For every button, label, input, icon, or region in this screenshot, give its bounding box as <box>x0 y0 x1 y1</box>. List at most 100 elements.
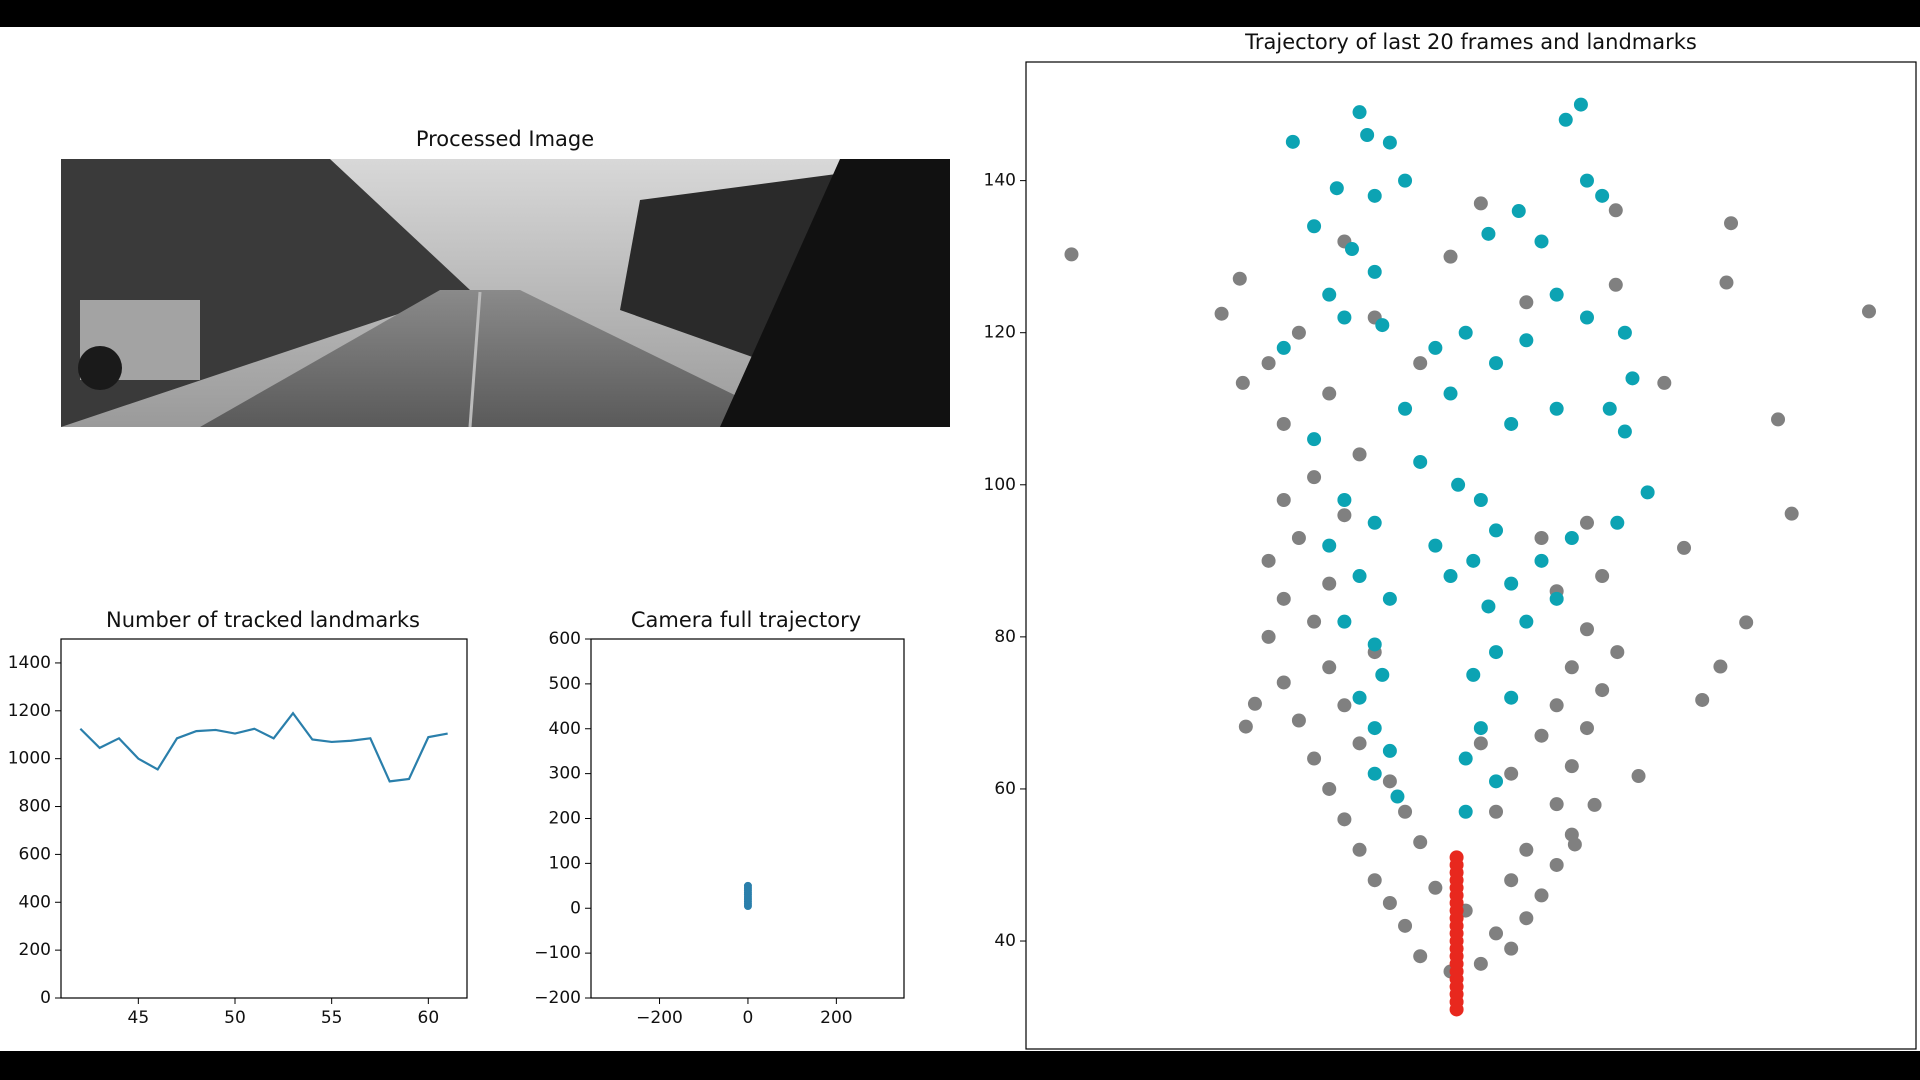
scatter-point <box>1375 318 1390 333</box>
y-tick-label: 400 <box>549 719 581 739</box>
plot-area <box>591 639 904 998</box>
scatter-point <box>1367 766 1382 781</box>
y-tick-label: 500 <box>549 674 581 694</box>
scatter-point <box>1640 485 1655 500</box>
y-tick-label: 1400 <box>8 653 51 673</box>
scatter-point <box>1398 918 1413 933</box>
scatter-point <box>1352 447 1367 462</box>
scatter-point <box>1322 660 1337 675</box>
scatter-point <box>1695 692 1710 707</box>
scatter-point <box>1473 196 1488 211</box>
scatter-point <box>1579 310 1594 325</box>
scatter-point <box>1489 774 1504 789</box>
scatter-point <box>1261 629 1276 644</box>
scatter-point <box>1504 873 1519 888</box>
scatter-point <box>1291 325 1306 340</box>
x-tick-label: 55 <box>321 1008 343 1028</box>
scatter-point <box>1564 759 1579 774</box>
image-title: Processed Image <box>416 127 594 151</box>
scatter-point <box>1322 287 1337 302</box>
scatter-point <box>1549 287 1564 302</box>
scatter-point <box>1390 789 1405 804</box>
scatter-point <box>1307 751 1322 766</box>
y-tick-label: 0 <box>40 988 51 1008</box>
scatter-point <box>1337 698 1352 713</box>
scatter-point <box>1443 386 1458 401</box>
scatter-point <box>1428 340 1443 355</box>
y-tick-label: 0 <box>570 898 581 918</box>
scatter-point <box>1657 375 1672 390</box>
scatter-point <box>1291 531 1306 546</box>
scatter-point <box>1398 804 1413 819</box>
scatter-point <box>1739 615 1754 630</box>
scatter-point <box>1322 386 1337 401</box>
scatter-point <box>1352 690 1367 705</box>
scatter-point <box>1784 506 1799 521</box>
scatter-point <box>1276 675 1291 690</box>
y-tick-label: 60 <box>994 779 1016 799</box>
y-tick-label: 140 <box>984 171 1016 191</box>
scatter-point <box>1064 247 1079 262</box>
scatter-point <box>1413 835 1428 850</box>
scatter-point <box>1360 127 1375 142</box>
scatter-point <box>1631 769 1646 784</box>
scatter-point <box>1367 873 1382 888</box>
scatter-point <box>1428 538 1443 553</box>
scatter-point <box>1511 204 1526 219</box>
scatter-point <box>1504 766 1519 781</box>
scatter-point <box>1473 956 1488 971</box>
scatter-point <box>1473 492 1488 507</box>
scatter-point <box>743 881 752 890</box>
y-tick-label: −100 <box>534 943 581 963</box>
processed-image <box>61 159 950 428</box>
scatter-point <box>1367 264 1382 279</box>
scatter-point <box>1413 454 1428 469</box>
scatter-point <box>1595 188 1610 203</box>
y-tick-label: 800 <box>19 797 51 817</box>
scatter-point <box>1232 271 1247 286</box>
y-tick-label: 80 <box>994 627 1016 647</box>
scatter-point <box>1322 576 1337 591</box>
scatter-point <box>1261 553 1276 568</box>
x-tick-label: 45 <box>128 1008 150 1028</box>
scatter-point <box>1413 356 1428 371</box>
scatter-point <box>1466 667 1481 682</box>
scatter-point <box>1579 173 1594 188</box>
scatter-point <box>1861 304 1876 319</box>
y-tick-label: 100 <box>549 853 581 873</box>
x-tick-label: 0 <box>743 1008 754 1028</box>
scatter-point <box>1549 797 1564 812</box>
scatter-point <box>1564 531 1579 546</box>
data-line <box>79 711 448 783</box>
scatter-point <box>1549 401 1564 416</box>
scatter-point <box>1382 135 1397 150</box>
scatter-point <box>1771 412 1786 427</box>
scatter-point <box>1489 926 1504 941</box>
scatter-point <box>1367 515 1382 530</box>
scatter-point <box>1458 751 1473 766</box>
scatter-point <box>1579 721 1594 736</box>
y-tick-label: 200 <box>549 809 581 829</box>
scatter-point <box>1564 827 1579 842</box>
y-tick-label: 600 <box>549 629 581 649</box>
scatter-point <box>1458 804 1473 819</box>
scatter-point <box>1238 719 1253 734</box>
scatter-point <box>1382 743 1397 758</box>
scatter-point <box>1549 698 1564 713</box>
scatter-point <box>1519 842 1534 857</box>
scatter-point <box>1534 888 1549 903</box>
scatter-point <box>1519 333 1534 348</box>
plot-frame <box>1025 61 1917 1050</box>
scatter-point <box>1724 216 1739 231</box>
plot-frame <box>60 638 468 999</box>
scatter-point <box>1489 645 1504 660</box>
scatter-point <box>1608 277 1623 292</box>
scatter-point <box>1322 538 1337 553</box>
scatter-point <box>1466 553 1481 568</box>
scatter-point <box>1719 275 1734 290</box>
y-tick-label: −200 <box>534 988 581 1008</box>
scatter-point <box>1587 797 1602 812</box>
scatter-point <box>1617 325 1632 340</box>
y-tick-label: 1200 <box>8 701 51 721</box>
